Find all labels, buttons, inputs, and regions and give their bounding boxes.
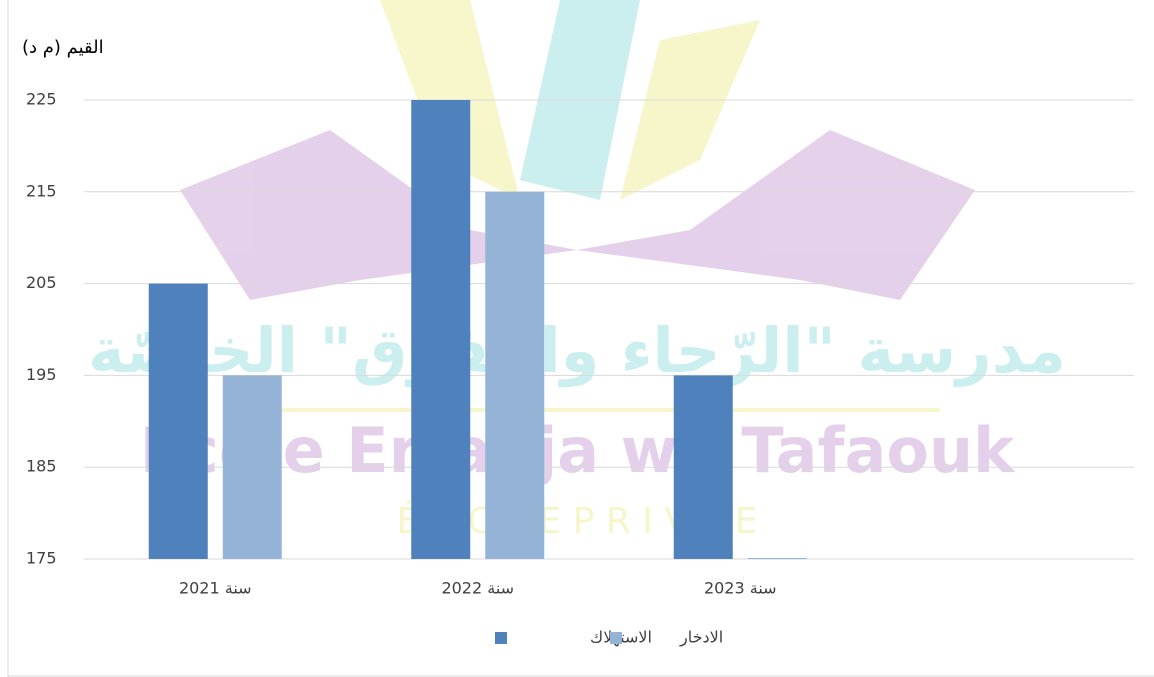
bar <box>223 375 282 559</box>
y-tick-label: 215 <box>26 181 57 200</box>
y-tick-label: 205 <box>26 273 57 292</box>
bar <box>485 192 544 559</box>
legend-swatch <box>610 632 622 644</box>
bar <box>674 375 733 559</box>
x-tick-label: سنة 2023 <box>704 579 777 598</box>
y-tick-label: 225 <box>26 90 57 109</box>
bar <box>149 284 208 559</box>
y-axis-label: القيم (م د) <box>22 37 104 58</box>
legend-label: الادخار <box>679 628 723 648</box>
bar <box>748 558 807 559</box>
watermark-shape <box>620 20 760 200</box>
y-tick-label: 175 <box>26 549 57 568</box>
x-tick-label: سنة 2022 <box>441 579 514 598</box>
x-tick-label: سنة 2021 <box>179 579 252 598</box>
y-tick-label: 195 <box>26 365 57 384</box>
legend-swatch <box>495 632 507 644</box>
y-tick-label: 185 <box>26 457 57 476</box>
bar <box>411 100 470 559</box>
chart: مدرسة "الرّجاء والتفوّق" الخاصّةEcole Er… <box>0 0 1154 677</box>
